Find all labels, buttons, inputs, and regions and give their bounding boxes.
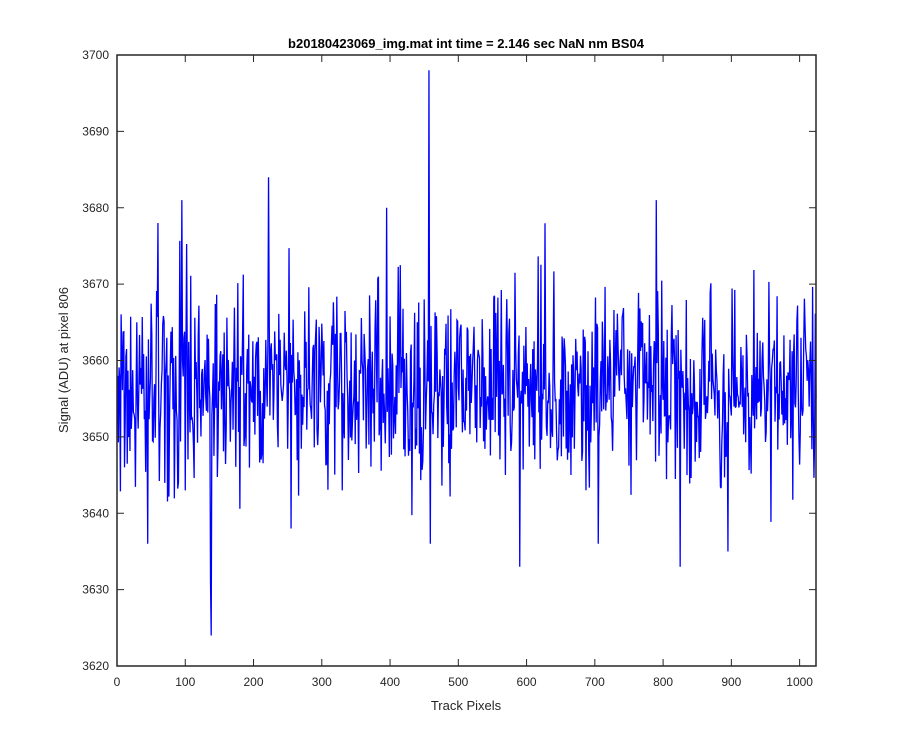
x-tick-label: 0 <box>114 675 121 689</box>
x-tick-label: 900 <box>721 675 741 689</box>
x-tick-label: 100 <box>175 675 195 689</box>
x-tick-label: 400 <box>380 675 400 689</box>
y-tick-label: 3660 <box>82 354 109 368</box>
x-tick-label: 1000 <box>786 675 813 689</box>
x-tick-label: 800 <box>653 675 673 689</box>
y-tick-label: 3700 <box>82 48 109 62</box>
y-tick-label: 3630 <box>82 583 109 597</box>
x-tick-label: 300 <box>312 675 332 689</box>
x-tick-label: 500 <box>448 675 468 689</box>
x-tick-labels: 0 100 200 300 400 500 600 700 800 900 1000 <box>114 675 814 689</box>
y-tick-labels: 3620 3630 3640 3650 3660 3670 3680 3690 3700 <box>82 48 109 673</box>
y-tick-label: 3670 <box>82 277 109 291</box>
y-tick-label: 3620 <box>82 659 109 673</box>
x-axis-label: Track Pixels <box>431 698 502 713</box>
plot-area <box>116 54 817 667</box>
y-tick-label: 3690 <box>82 124 109 138</box>
series-line <box>117 70 817 636</box>
chart-title: b20180423069_img.mat int time = 2.146 se… <box>288 36 645 51</box>
axes-box <box>116 54 817 667</box>
x-tick-label: 200 <box>244 675 264 689</box>
y-tick-label: 3680 <box>82 201 109 215</box>
y-tick-label: 3650 <box>82 430 109 444</box>
x-tick-label: 600 <box>517 675 537 689</box>
y-axis-label: Signal (ADU) at pixel 806 <box>56 287 71 433</box>
x-tick-label: 700 <box>585 675 605 689</box>
y-tick-label: 3640 <box>82 506 109 520</box>
